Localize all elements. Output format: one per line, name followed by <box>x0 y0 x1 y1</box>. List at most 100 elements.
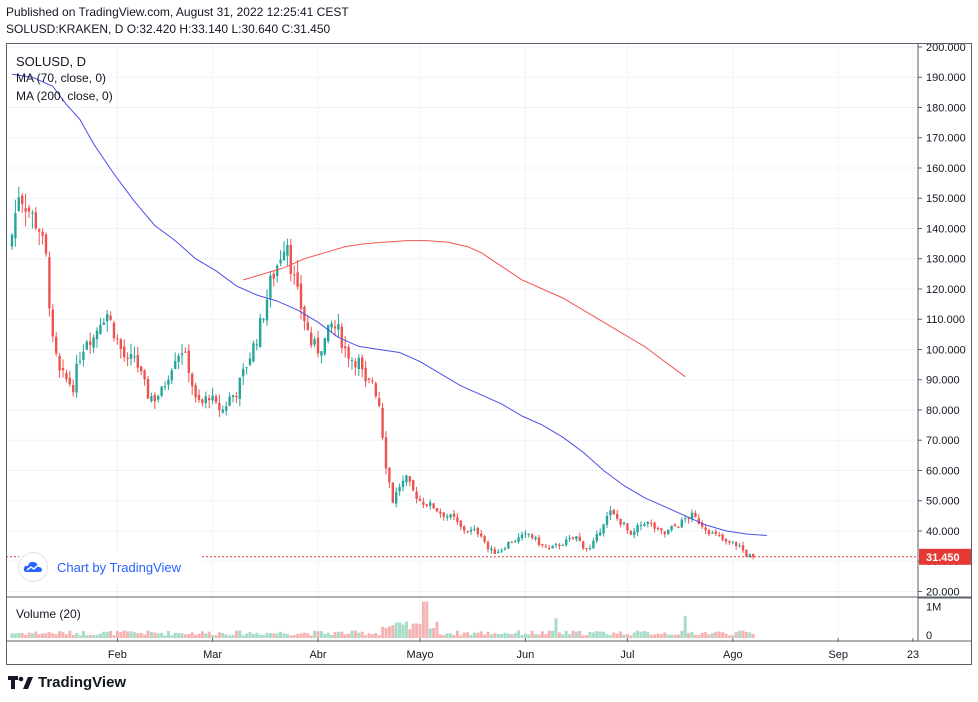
legend-ma200: MA (200, close, 0) <box>16 89 113 103</box>
volume-bar <box>442 635 446 638</box>
candle-body <box>330 323 333 328</box>
volume-bar <box>173 632 177 638</box>
legend-volume: Volume (20) <box>16 607 81 621</box>
x-tick-label: Abr <box>309 649 326 661</box>
volume-bar <box>731 634 735 638</box>
volume-bar <box>649 634 653 638</box>
x-tick-label: Mar <box>203 649 222 661</box>
candle-body <box>622 522 626 524</box>
volume-bar <box>619 631 623 638</box>
candle-body <box>408 476 411 482</box>
volume-bar <box>98 633 102 638</box>
ma200-line <box>243 240 686 378</box>
candle-body <box>493 549 496 554</box>
volume-bar <box>408 629 412 638</box>
candle-body <box>531 534 534 538</box>
volume-bar <box>10 633 14 638</box>
volume-tick-label: 0 <box>926 630 932 642</box>
volume-bar <box>744 631 748 638</box>
volume-bars <box>10 601 755 638</box>
volume-bar <box>496 633 500 638</box>
candle-body <box>255 344 258 346</box>
volume-bar <box>404 621 408 638</box>
volume-bar <box>459 635 463 638</box>
candle-body <box>61 367 65 371</box>
candle-body <box>480 533 483 537</box>
candle-body <box>85 341 88 350</box>
attribution-badge[interactable]: Chart by TradingView <box>19 552 201 582</box>
candle-body <box>459 520 462 527</box>
candle-body <box>663 531 666 535</box>
attribution-link[interactable]: Chart by TradingView <box>57 559 182 575</box>
volume-bar <box>581 635 585 638</box>
candle-body <box>653 522 656 529</box>
candle-body <box>568 538 571 540</box>
candle-body <box>588 548 592 550</box>
candle-body <box>374 383 377 397</box>
candle-body <box>677 527 680 529</box>
volume-bar <box>377 635 381 638</box>
candle-body <box>592 540 595 549</box>
last-price-label: 31.450 <box>926 552 960 564</box>
candle-body <box>316 337 320 354</box>
last-price-box <box>919 548 971 565</box>
volume-bar <box>636 630 640 638</box>
candle-body <box>483 536 486 542</box>
candle-body <box>442 512 445 517</box>
volume-bar <box>177 632 181 638</box>
candle-body <box>510 541 513 543</box>
candle-body <box>112 322 116 339</box>
candle-body <box>391 482 394 503</box>
candle-body <box>714 531 717 534</box>
candle-body <box>259 318 262 347</box>
y-tick-label: 50.000 <box>926 496 960 508</box>
volume-bar <box>58 631 62 638</box>
candle-body <box>276 265 279 276</box>
volume-bar <box>24 634 28 638</box>
volume-bar <box>428 628 432 638</box>
volume-bar <box>160 633 164 638</box>
candle-body <box>619 518 622 525</box>
y-tick-label: 60.000 <box>926 465 960 477</box>
volume-bar <box>251 633 255 638</box>
candle-body <box>153 394 156 402</box>
volume-bar <box>190 632 194 638</box>
volume-bar <box>47 632 51 638</box>
axes: 200.000 190.000 180.000 170.000 160.000 150.0… <box>6 42 972 661</box>
chart-frame <box>6 43 972 665</box>
volume-bar <box>221 633 225 638</box>
candle-body <box>72 384 75 393</box>
volume-bar <box>279 631 283 638</box>
footer-logo[interactable]: TradingView <box>8 674 126 691</box>
volume-bar <box>656 633 660 638</box>
volume-bar <box>85 635 89 638</box>
candle-body <box>517 537 520 542</box>
volume-bar <box>738 630 742 638</box>
volume-bar <box>353 630 357 638</box>
candle-body <box>605 516 609 525</box>
y-tick-label: 20.000 <box>926 586 960 598</box>
candle-body <box>752 553 755 557</box>
volume-bar <box>316 631 320 638</box>
volume-bar <box>381 626 385 638</box>
volume-bar <box>275 633 279 638</box>
candle-body <box>748 554 751 558</box>
candle-body <box>432 503 435 509</box>
volume-bar <box>61 632 65 638</box>
candle-body <box>578 536 581 541</box>
volume-bar <box>605 634 609 638</box>
volume-bar <box>367 633 371 638</box>
candle-body <box>306 322 309 330</box>
candle-body <box>160 386 163 396</box>
candle-body <box>194 385 197 398</box>
candle-body <box>201 399 204 404</box>
candle-body <box>585 547 588 549</box>
candle-body <box>660 528 663 531</box>
candle-body <box>507 542 510 549</box>
volume-bar <box>714 631 718 638</box>
volume-bar <box>132 632 136 638</box>
volume-bar <box>347 633 351 638</box>
candle-body <box>82 351 85 360</box>
volume-bar <box>217 632 221 638</box>
